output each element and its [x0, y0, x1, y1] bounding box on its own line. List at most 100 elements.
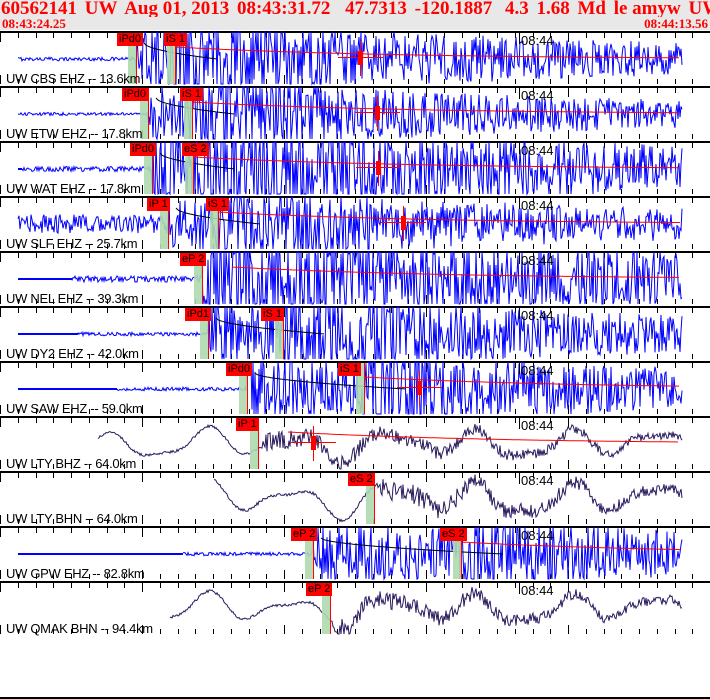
- pick-label-tag[interactable]: iPd0: [117, 33, 144, 46]
- pick-marker-line[interactable]: [364, 363, 365, 414]
- time-axis-label: 08:44: [521, 308, 554, 323]
- pick-label-tag[interactable]: eS 2: [182, 143, 209, 156]
- pick-label-tag[interactable]: eP 2: [306, 583, 333, 596]
- time-axis-label: 08:44: [521, 198, 554, 213]
- pick-marker-line[interactable]: [374, 473, 375, 524]
- time-axis-label: 08:44: [521, 418, 554, 433]
- panel-axis-line: [0, 196, 710, 198]
- pick-uncertainty-band: [144, 143, 153, 194]
- axis-minor-ticks: [0, 418, 710, 427]
- event-magnitude: 1.68: [536, 0, 570, 19]
- pick-marker-line[interactable]: [330, 583, 331, 634]
- pick-uncertainty-band: [160, 198, 169, 249]
- station-channel-label[interactable]: UW WAT EHZ -- 17.8km: [6, 181, 141, 196]
- pick-uncertainty-band: [128, 33, 137, 84]
- time-axis-label: 08:44: [521, 583, 554, 598]
- pick-uncertainty-band: [167, 33, 176, 84]
- station-channel-label[interactable]: UW LTY BHZ -- 64.0km: [6, 456, 137, 471]
- amplitude-marker-box: [311, 436, 316, 450]
- time-label-tick: [519, 33, 520, 44]
- panel-axis-line: [0, 31, 710, 33]
- event-date: Aug 01, 2013: [124, 0, 230, 19]
- station-channel-label[interactable]: UW QMAK BHN -- 94.4km: [6, 621, 153, 636]
- time-label-tick: [519, 418, 520, 429]
- event-magnitude-type: Md: [577, 0, 606, 19]
- trace-panel-lty-bhn[interactable]: eS 2 08:44 UW LTY BHN -- 64.0km: [0, 471, 710, 526]
- trace-panel-nel-ehz[interactable]: eP 2 08:44 UW NEL EHZ -- 39.3km: [0, 251, 710, 306]
- trace-stack[interactable]: iPd0 iS 1 08:44 UW CBS EHZ -- 13.6km iPd0 iS …: [0, 31, 710, 699]
- pick-marker-line[interactable]: [168, 198, 169, 249]
- time-axis-label: 08:44: [521, 363, 554, 378]
- trace-panel-dy2-ehz[interactable]: iPd1 iS 1 08:44 UW DY2 EHZ -- 42.0km: [0, 306, 710, 361]
- pick-marker-line[interactable]: [192, 88, 193, 139]
- pick-marker-line[interactable]: [283, 308, 284, 359]
- pick-marker-line[interactable]: [313, 528, 314, 579]
- panel-axis-line: [0, 416, 710, 418]
- time-label-tick: [519, 308, 520, 319]
- time-axis-label: 08:44: [521, 253, 554, 268]
- station-channel-label[interactable]: UW SAW EHZ -- 59.0km: [6, 401, 143, 416]
- pick-label-tag[interactable]: iP 1: [236, 418, 259, 431]
- pick-marker-line[interactable]: [152, 143, 153, 194]
- pick-uncertainty-band: [322, 583, 331, 634]
- pick-label-tag[interactable]: iPd0: [122, 88, 149, 101]
- pick-marker-line[interactable]: [136, 33, 137, 84]
- station-channel-label[interactable]: UW LTY BHN -- 64.0km: [6, 511, 138, 526]
- pick-marker-line[interactable]: [258, 418, 259, 469]
- pick-uncertainty-band: [366, 473, 375, 524]
- pick-label-tag[interactable]: iPd1: [185, 308, 212, 321]
- station-channel-label[interactable]: UW CBS EHZ -- 13.6km: [6, 71, 141, 86]
- pick-label-tag[interactable]: eP 2: [291, 528, 318, 541]
- station-channel-label[interactable]: UW NEL EHZ -- 39.3km: [6, 291, 139, 306]
- station-channel-label[interactable]: UW GPW EHZ -- 82.8km: [6, 566, 145, 581]
- pick-label-tag[interactable]: iPd0: [130, 143, 157, 156]
- panel-axis-line: [0, 306, 710, 308]
- trace-panel-saw-ehz[interactable]: iPd0 iS 1 08:44 UW SAW EHZ -- 59.0km: [0, 361, 710, 416]
- station-channel-label[interactable]: UW DY2 EHZ -- 42.0km: [6, 346, 139, 361]
- pick-uncertainty-band: [250, 418, 259, 469]
- pick-label-tag[interactable]: iS 1: [206, 198, 229, 211]
- time-label-tick: [519, 473, 520, 484]
- trace-panel-etw-ehz[interactable]: iPd0 iS 1 08:44 UW ETW EHZ -- 17.8km: [0, 86, 710, 141]
- amplitude-marker-box: [376, 161, 381, 175]
- pick-marker-line[interactable]: [175, 33, 176, 84]
- trace-panel-gpw-ehz[interactable]: eP 2 eS 2 08:44 UW GPW EHZ -- 82.8km: [0, 526, 710, 581]
- pick-label-tag[interactable]: eP 2: [180, 253, 207, 266]
- event-depth: 4.3: [504, 0, 529, 19]
- pick-label-tag[interactable]: iS 1: [261, 308, 284, 321]
- pick-marker-line[interactable]: [202, 253, 203, 304]
- pick-marker-line[interactable]: [461, 528, 462, 579]
- pick-marker-line[interactable]: [247, 363, 248, 414]
- trace-panel-lty-bhz[interactable]: iP 1 08:44 UW LTY BHZ -- 64.0km: [0, 416, 710, 471]
- pick-marker-line[interactable]: [193, 143, 194, 194]
- pick-uncertainty-band: [194, 253, 203, 304]
- trace-panel-cbs-ehz[interactable]: iPd0 iS 1 08:44 UW CBS EHZ -- 13.6km: [0, 31, 710, 86]
- time-axis-label: 08:44: [521, 143, 554, 158]
- axis-minor-ticks-bottom: [0, 625, 710, 634]
- pick-label-tag[interactable]: iS 1: [180, 88, 203, 101]
- pick-marker-line[interactable]: [148, 88, 149, 139]
- pick-label-tag[interactable]: iS 1: [164, 33, 187, 46]
- panel-axis-line: [0, 141, 710, 143]
- amplitude-marker-box: [417, 381, 422, 395]
- station-channel-label[interactable]: UW SLF EHZ -- 25.7km: [6, 236, 138, 251]
- trace-panel-qmak-bhn[interactable]: eP 2 08:44 UW QMAK BHN -- 94.4km: [0, 581, 710, 636]
- trace-panel-wat-ehz[interactable]: iPd0 eS 2 08:44 UW WAT EHZ -- 17.8km: [0, 141, 710, 196]
- pick-uncertainty-band: [184, 88, 193, 139]
- time-window-bar: 08:43:24.25 08:44:13.56: [0, 16, 710, 31]
- pick-uncertainty-band: [356, 363, 365, 414]
- station-channel-label[interactable]: UW ETW EHZ -- 17.8km: [6, 126, 143, 141]
- time-axis-label: 08:44: [521, 33, 554, 48]
- pick-label-tag[interactable]: eS 2: [440, 528, 467, 541]
- pick-label-tag[interactable]: eS 2: [348, 473, 375, 486]
- pick-label-tag[interactable]: iPd0: [226, 363, 253, 376]
- pick-marker-line[interactable]: [208, 308, 209, 359]
- pick-label-tag[interactable]: iS 1: [338, 363, 361, 376]
- pick-label-tag[interactable]: iP 1: [147, 198, 170, 211]
- pick-marker-line[interactable]: [218, 198, 219, 249]
- window-end-time: 08:44:13.56: [644, 16, 708, 31]
- time-label-tick: [519, 528, 520, 539]
- panel-axis-line: [0, 581, 710, 583]
- axis-minor-ticks-bottom: [0, 295, 710, 304]
- trace-panel-slf-ehz[interactable]: iP 1 iS 1 08:44 UW SLF EHZ -- 25.7km: [0, 196, 710, 251]
